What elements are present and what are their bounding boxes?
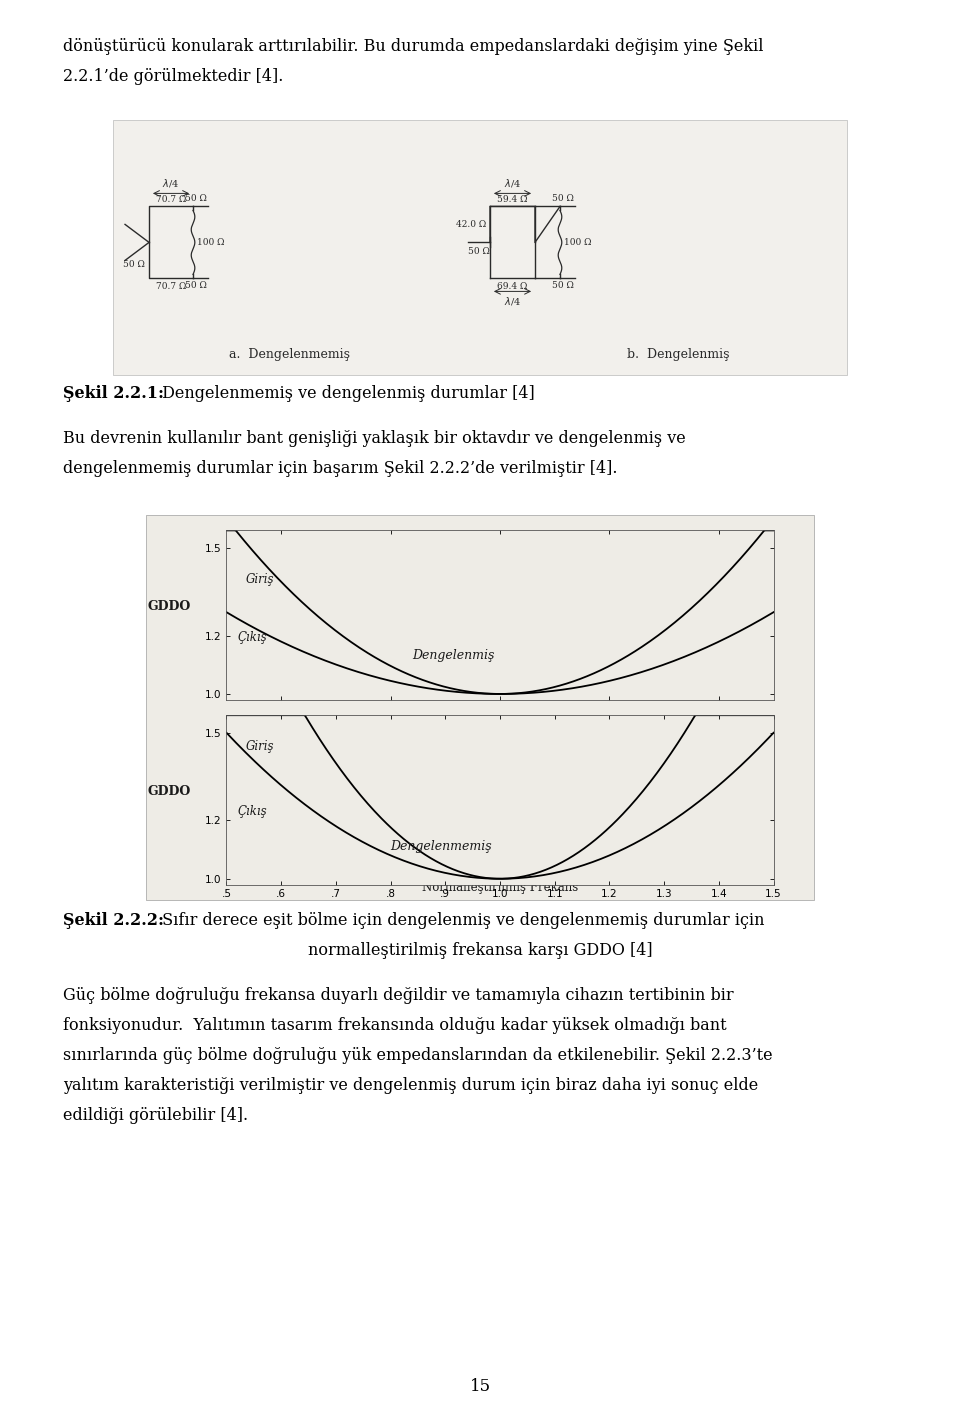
Text: $\lambda$/4: $\lambda$/4 (162, 177, 180, 190)
Text: edildiği görülebilir [4].: edildiği görülebilir [4]. (63, 1107, 248, 1124)
Text: dengelenmemiş durumlar için başarım Şekil 2.2.2’de verilmiştir [4].: dengelenmemiş durumlar için başarım Şeki… (63, 460, 617, 477)
Text: Normalleştirilmiş Frekans: Normalleştirilmiş Frekans (421, 881, 578, 893)
Text: 50 Ω: 50 Ω (185, 281, 207, 291)
Text: Güç bölme doğruluğu frekansa duyarlı değildir ve tamamıyla cihazın tertibinin bi: Güç bölme doğruluğu frekansa duyarlı değ… (63, 988, 733, 1005)
Text: 69.4 Ω: 69.4 Ω (497, 282, 528, 291)
Text: 42.0 Ω: 42.0 Ω (456, 219, 486, 229)
Text: 50 Ω: 50 Ω (552, 281, 574, 291)
Text: 2.2.1’de görülmektedir [4].: 2.2.1’de görülmektedir [4]. (63, 68, 283, 86)
Text: $\lambda$/4: $\lambda$/4 (504, 295, 521, 308)
Text: 100 Ω: 100 Ω (564, 238, 591, 247)
Text: sınırlarında güç bölme doğruluğu yük empedanslarından da etkilenebilir. Şekil 2.: sınırlarında güç bölme doğruluğu yük emp… (63, 1047, 773, 1064)
Text: 70.7 Ω: 70.7 Ω (156, 282, 186, 291)
Text: GDDO: GDDO (148, 600, 191, 613)
Text: Giriş: Giriş (246, 573, 275, 586)
Text: Giriş: Giriş (246, 740, 275, 754)
Text: $\lambda$/4: $\lambda$/4 (504, 177, 521, 190)
Text: Dengelenmemiş: Dengelenmemiş (391, 839, 492, 852)
Bar (146, 514, 813, 901)
Text: 70.7 Ω: 70.7 Ω (156, 195, 186, 204)
Text: 50 Ω: 50 Ω (468, 248, 490, 256)
Text: Sıfır derece eşit bölme için dengelenmiş ve dengelenmemiş durumlar için: Sıfır derece eşit bölme için dengelenmiş… (156, 912, 764, 929)
Text: Şekil 2.2.1:: Şekil 2.2.1: (63, 385, 164, 402)
Text: a.  Dengelenmemiş: a. Dengelenmemiş (228, 348, 349, 361)
Text: 15: 15 (469, 1378, 491, 1395)
Text: 50 Ω: 50 Ω (552, 194, 574, 204)
Text: Çıkış: Çıkış (237, 631, 267, 644)
Text: Çıkış: Çıkış (237, 805, 267, 818)
Text: 59.4 Ω: 59.4 Ω (497, 195, 528, 204)
Text: yalıtım karakteristiği verilmiştir ve dengelenmiş durum için biraz daha iyi sonu: yalıtım karakteristiği verilmiştir ve de… (63, 1077, 758, 1094)
Text: Dengelenmemiş ve dengelenmiş durumlar [4]: Dengelenmemiş ve dengelenmiş durumlar [4… (156, 385, 535, 402)
Text: Şekil 2.2.2:: Şekil 2.2.2: (63, 912, 164, 929)
Text: Bu devrenin kullanılır bant genişliği yaklaşık bir oktavdır ve dengelenmiş ve: Bu devrenin kullanılır bant genişliği ya… (63, 430, 685, 447)
Text: dönüştürücü konularak arttırılabilir. Bu durumda empedanslardaki değişim yine Şe: dönüştürücü konularak arttırılabilir. Bu… (63, 38, 763, 56)
Bar (113, 120, 847, 375)
Text: 50 Ω: 50 Ω (123, 259, 145, 269)
Text: 50 Ω: 50 Ω (185, 194, 207, 204)
Text: b.  Dengelenmiş: b. Dengelenmiş (627, 348, 730, 361)
Text: normalleştirilmiş frekansa karşı GDDO [4]: normalleştirilmiş frekansa karşı GDDO [4… (308, 942, 652, 959)
Text: fonksiyonudur.  Yalıtımın tasarım frekansında olduğu kadar yüksek olmadığı bant: fonksiyonudur. Yalıtımın tasarım frekans… (63, 1017, 727, 1035)
Text: 100 Ω: 100 Ω (197, 238, 225, 247)
Text: Dengelenmiş: Dengelenmiş (413, 648, 494, 661)
Text: GDDO: GDDO (148, 785, 191, 798)
